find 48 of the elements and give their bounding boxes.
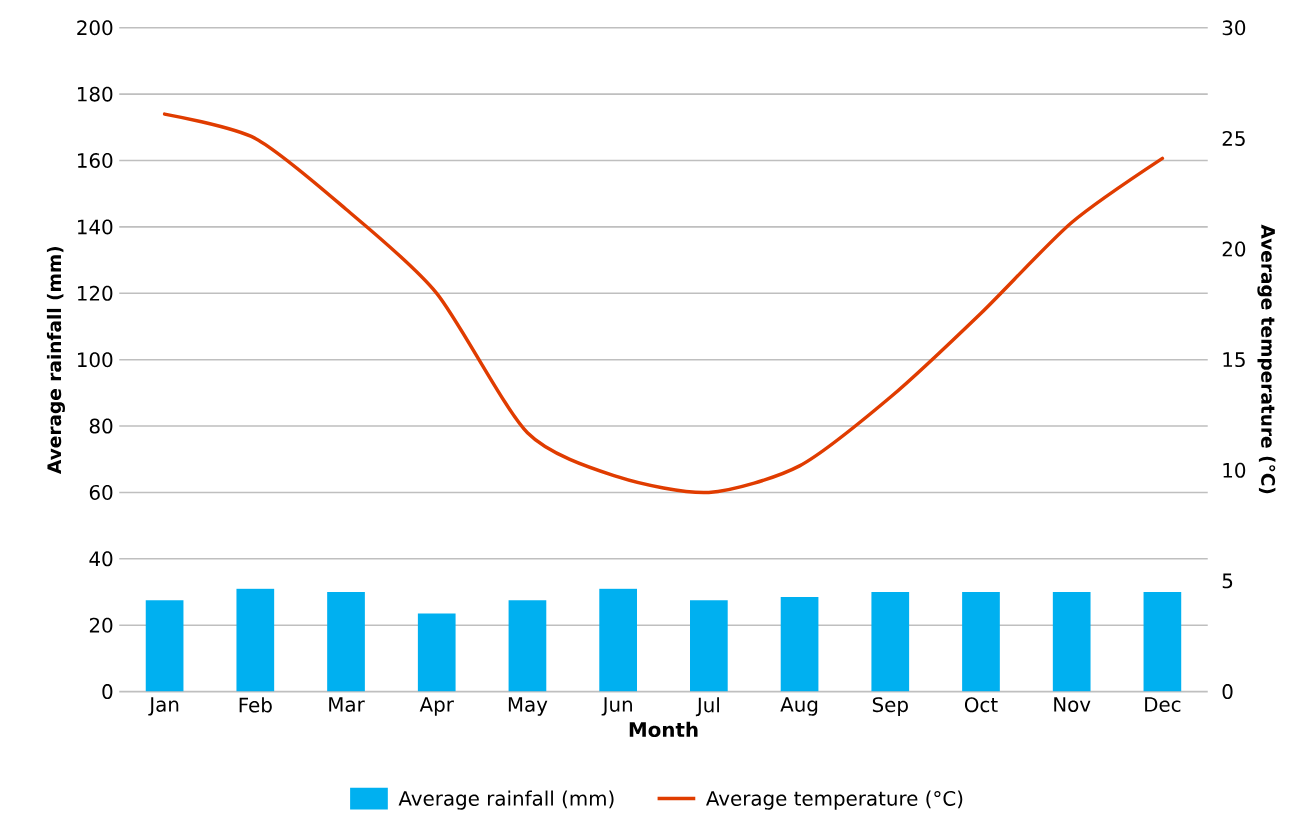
y2-tick-label: 25 (1222, 131, 1245, 147)
legend-label: Average rainfall (mm) (398, 790, 614, 810)
y-tick-label: 0 (102, 684, 113, 700)
legend-label: Average temperature (°C) (706, 790, 963, 810)
bar (780, 597, 819, 692)
y-tick-label: 200 (77, 20, 113, 36)
bar (417, 613, 456, 692)
bar (1143, 592, 1182, 692)
y2-tick-label: 0 (1222, 684, 1233, 700)
y-tick-label: 120 (77, 285, 113, 301)
y2-tick-label: 20 (1222, 241, 1246, 257)
x-tick-label: Feb (239, 697, 272, 713)
bar (236, 588, 275, 692)
y-tick-label: 180 (77, 86, 113, 102)
x-tick-label: Sep (872, 697, 908, 717)
line-series (162, 112, 1165, 495)
x-tick-label: Dec (1145, 697, 1181, 713)
bar (508, 600, 547, 692)
y2-tick-label: 30 (1222, 20, 1246, 36)
y2-tick-label: 5 (1222, 573, 1233, 589)
y-tick-label: 160 (77, 153, 113, 169)
bar (871, 592, 910, 692)
x-axis-title: Month (629, 721, 698, 738)
x-tick-label: Oct (964, 697, 998, 713)
bar (327, 592, 365, 692)
bar (145, 600, 184, 692)
y2-axis-title: Average temperature (°C) (1257, 224, 1276, 494)
y-axis-title: Average rainfall (mm) (46, 247, 65, 475)
x-tick-label: Jul (695, 697, 719, 717)
y-tick-label: 80 (89, 418, 113, 434)
bar (599, 588, 637, 692)
y2-tick-label: 15 (1223, 352, 1245, 368)
x-tick-label: May (508, 697, 548, 716)
y-tick-label: 20 (89, 617, 113, 633)
bar (1052, 592, 1091, 692)
x-tick-label: Mar (329, 697, 365, 713)
y-tick-label: 40 (89, 551, 113, 567)
y-tick-label: 140 (77, 219, 113, 235)
y-tick-label: 100 (77, 352, 113, 368)
y2-tick-label: 10 (1223, 462, 1246, 479)
x-tick-label: Jun (601, 697, 632, 716)
bar (690, 600, 728, 692)
x-tick-label: Jan (148, 697, 179, 716)
y-tick-label: 60 (89, 485, 113, 501)
x-tick-label: Apr (419, 697, 454, 716)
x-tick-label: Aug (780, 697, 818, 716)
x-tick-label: Nov (1054, 697, 1091, 713)
bar (962, 592, 1000, 692)
